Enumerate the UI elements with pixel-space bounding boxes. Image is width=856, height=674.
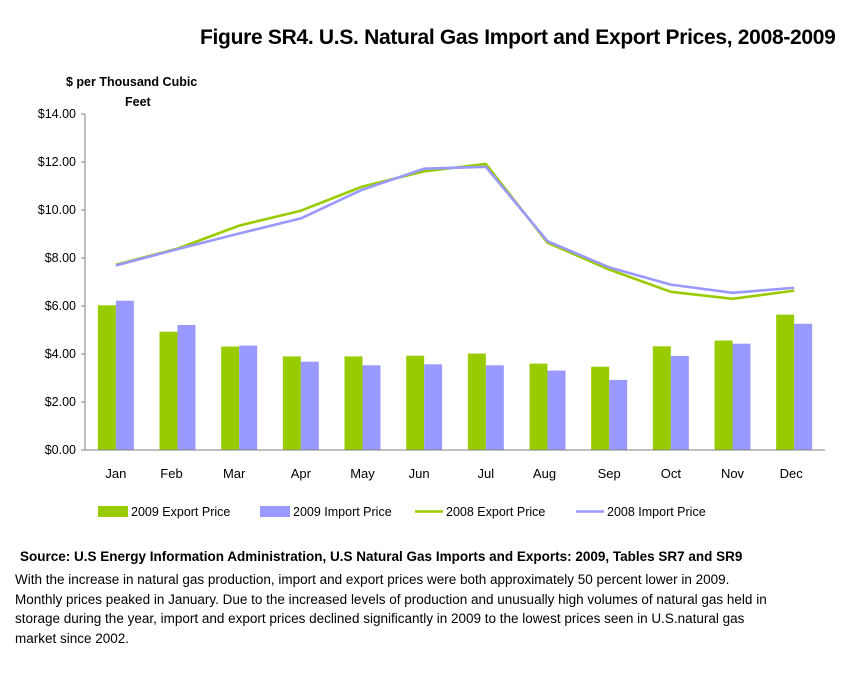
price-chart: $0.00 $2.00 $4.00 $6.00 $8.00 $10.00 $12.00 $14… [38,107,825,519]
y-tick-label: $2.00 [45,395,76,409]
x-tick-label: Nov [721,466,745,481]
x-tick-label: Feb [160,466,182,481]
bar-2009-export-aug [529,363,548,450]
legend-swatch [260,506,290,517]
chart-title: Figure SR4. U.S. Natural Gas Import and … [200,26,836,49]
bar-2009-import-oct [670,355,689,450]
bar-2009-import-sep [609,379,628,450]
bar-2009-import-may [362,365,381,450]
source-note: Source: U.S Energy Information Administr… [20,549,743,564]
bar-2009-export-may [344,356,363,450]
x-tick-label: Aug [533,466,556,481]
lines-layer [115,162,795,301]
legend-swatch [98,506,128,517]
bars-layer [97,300,813,450]
bar-2009-import-aug [547,370,566,450]
x-tick-label: Dec [780,466,804,481]
x-tick-label: Oct [661,466,682,481]
bar-2009-export-jun [406,355,425,450]
axes-layer: $0.00 $2.00 $4.00 $6.00 $8.00 $10.00 $12.00 $14… [38,107,825,481]
y-tick-label: $14.00 [38,107,76,121]
caption-text: With the increase in natural gas product… [15,572,767,647]
line-2008-export [115,162,795,301]
y-axis-unit-line2: Feet [125,95,151,109]
bar-2009-import-dec [794,323,813,450]
x-tick-label: May [350,466,375,481]
bar-2009-import-jul [485,365,504,450]
x-tick-label: Sep [598,466,621,481]
bar-2009-export-feb [159,331,178,450]
bar-2009-export-jul [467,353,486,450]
bar-2009-export-oct [652,346,671,450]
bar-2009-export-nov [714,340,733,450]
y-tick-label: $6.00 [45,299,76,313]
x-tick-label: Jan [105,466,126,481]
legend-label: 2008 Export Price [446,505,545,519]
y-axis-unit-line1: $ per Thousand Cubic [66,75,198,89]
bar-2009-import-mar [239,345,258,450]
bar-2009-import-apr [300,361,319,450]
x-tick-label: Jul [478,466,495,481]
y-tick-label: $4.00 [45,347,76,361]
x-tick-label: Jun [409,466,430,481]
bar-2009-import-jan [115,300,134,450]
bar-2009-import-feb [177,324,196,450]
legend-label: 2009 Import Price [293,505,392,519]
y-tick-label: $10.00 [38,203,76,217]
y-tick-label: $0.00 [45,443,76,457]
bar-2009-export-jan [97,305,116,450]
legend: 2009 Export Price 2009 Import Price 2008 E… [98,505,706,519]
y-tick-label: $8.00 [45,251,76,265]
bar-2009-export-apr [282,356,301,450]
legend-label: 2008 Import Price [607,505,706,519]
y-tick-label: $12.00 [38,155,76,169]
bar-2009-export-mar [221,346,240,450]
bar-2009-export-sep [591,366,610,450]
x-tick-label: Apr [291,466,312,481]
bar-2009-import-jun [424,364,443,450]
bar-2009-import-nov [732,343,751,450]
y-axis-unit-label: $ per Thousand Cubic Feet [66,72,216,112]
line-2008-import [115,165,795,295]
bar-2009-export-dec [776,314,795,450]
legend-label: 2009 Export Price [131,505,230,519]
x-tick-label: Mar [223,466,246,481]
